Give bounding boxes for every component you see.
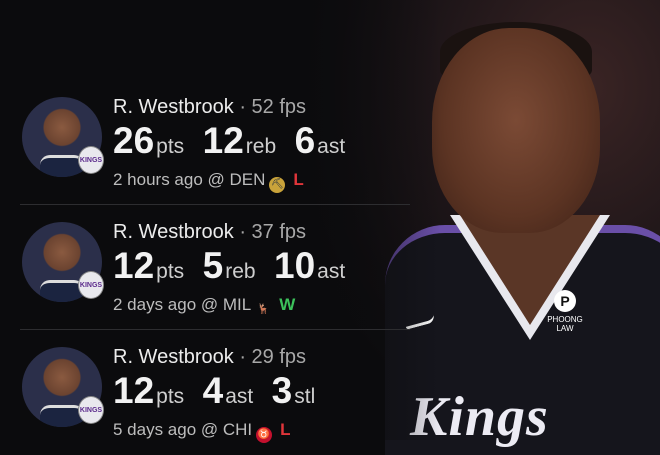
stat-value: 12 [113,245,155,286]
stat-unit: pts [156,260,185,283]
fantasy-points: · 37 fps [239,221,307,243]
stat-value: 6 [294,120,316,161]
stat-unit: ast [317,260,346,283]
stat-value: 3 [271,370,293,411]
stat-value: 4 [202,370,224,411]
photo-fade [300,0,440,440]
kings-badge-icon: KINGS [78,146,104,174]
sponsor-text: PHOONG LAW [547,315,583,333]
kings-badge-icon: KINGS [78,396,104,424]
game-time-opponent: 2 days ago @ MIL [113,295,252,314]
player-name: R. Westbrook [113,221,234,243]
stat-unit: ast [225,385,254,408]
stat-unit: reb [225,260,256,283]
fantasy-points: · 29 fps [239,346,307,368]
game-result: L [280,420,291,439]
sponsor-logo-icon: P [554,290,576,312]
kings-badge-icon: KINGS [78,271,104,299]
stat-value: 12 [202,120,244,161]
fantasy-points: · 52 fps [239,96,307,118]
game-time-opponent: 5 days ago @ CHI [113,420,253,439]
stat-value: 12 [113,370,155,411]
player-name: R. Westbrook [113,346,234,368]
stat-unit: stl [294,385,316,408]
stat-unit: ast [317,135,346,158]
player-head [432,28,600,233]
stat-line: 26pts 12reb 6ast [113,120,359,162]
stat-value: 5 [202,245,224,286]
game-result: L [293,170,304,189]
stat-value: 26 [113,120,155,161]
stat-unit: pts [156,135,185,158]
game-time-opponent: 2 hours ago @ DEN [113,170,266,189]
game-card[interactable]: KINGS R. Westbrook · 29 fps 12pts 4ast 3… [0,330,410,455]
game-card[interactable]: KINGS R. Westbrook · 52 fps 26pts 12reb … [0,80,410,205]
game-result: W [279,295,296,314]
stat-unit: pts [156,385,185,408]
stat-line: 12pts 4ast 3stl [113,370,329,412]
sponsor-patch: P PHOONG LAW [540,290,590,333]
stat-unit: reb [245,135,277,158]
bulls-logo-icon: ♉ [256,427,273,443]
player-name: R. Westbrook [113,96,234,118]
game-card[interactable]: KINGS R. Westbrook · 37 fps 12pts 5reb 1… [0,205,410,330]
stat-line: 12pts 5reb 10ast [113,245,359,287]
divider [20,204,410,205]
stat-value: 10 [274,245,316,286]
divider [20,329,410,330]
nuggets-logo-icon: ⛏ [269,177,286,193]
bucks-logo-icon: 🦌 [256,304,270,315]
